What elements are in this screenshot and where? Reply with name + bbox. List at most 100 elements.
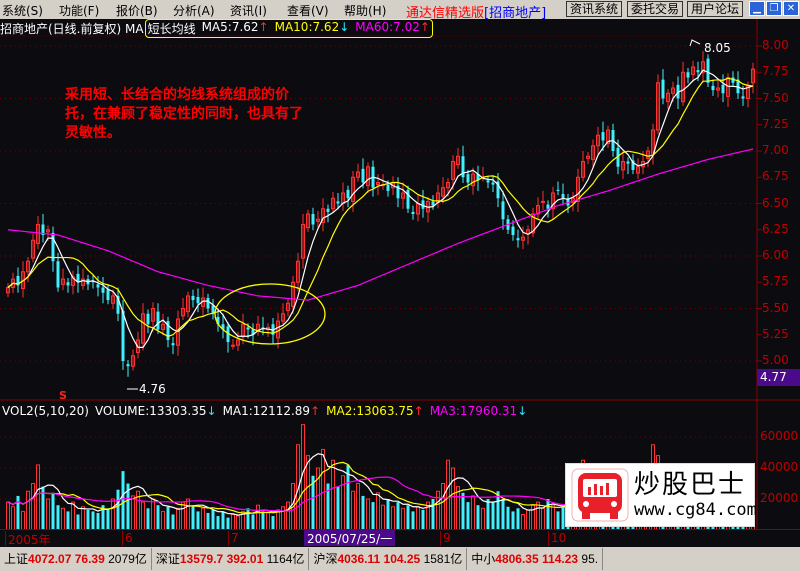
- candle: [666, 92, 670, 103]
- candle: [106, 289, 110, 301]
- volume-bar: [501, 499, 505, 530]
- candle: [291, 281, 295, 307]
- volume-bar: [431, 499, 435, 530]
- candle: [646, 150, 650, 159]
- volume-bar: [156, 505, 160, 530]
- candle: [401, 192, 405, 199]
- menu-function[interactable]: 功能(F): [59, 4, 100, 18]
- index-hushen[interactable]: 沪深4036.11 104.25 1581亿: [309, 548, 468, 570]
- candle: [141, 313, 145, 344]
- indicator-box[interactable]: 短长均线 MA5:7.62↑ MA10:7.62↓ MA60:7.02↑: [144, 18, 433, 38]
- date-label: 2005年: [5, 531, 51, 547]
- candle: [631, 160, 635, 170]
- candle: [216, 316, 220, 325]
- candle: [116, 295, 120, 314]
- index-smallcap[interactable]: 中小4806.35 114.23 95.: [467, 548, 604, 570]
- candle: [396, 185, 400, 199]
- candle: [581, 161, 585, 178]
- volume-bar: [466, 502, 470, 530]
- last-price-label: 4.77: [757, 369, 800, 386]
- candle: [561, 194, 565, 199]
- candle: [296, 260, 300, 283]
- candle: [76, 273, 80, 283]
- candle: [321, 208, 325, 223]
- menu-help[interactable]: 帮助(H): [344, 4, 387, 18]
- candle: [546, 204, 550, 209]
- menu-analysis[interactable]: 分析(A): [173, 4, 215, 18]
- volume-bar: [206, 512, 210, 530]
- candle: [741, 96, 745, 99]
- candle: [511, 226, 515, 235]
- app-name: 通达信精选版: [406, 6, 485, 21]
- candle: [721, 84, 725, 94]
- candle: [441, 187, 445, 197]
- volume-bar: [406, 505, 410, 530]
- candle: [421, 200, 425, 209]
- volume-bar: [361, 495, 365, 530]
- candle: [221, 324, 225, 330]
- volume-tick-label: 40000: [760, 460, 799, 474]
- candle: [211, 305, 215, 314]
- candle: [316, 218, 320, 222]
- candle: [361, 168, 365, 183]
- close-icon[interactable]: ✕: [783, 1, 799, 16]
- vol-indicator-name: VOL2(5,10,20): [2, 404, 89, 418]
- volume-bar: [56, 505, 60, 530]
- candle: [301, 224, 305, 259]
- restore-icon[interactable]: ❐: [766, 1, 782, 16]
- candle: [281, 313, 285, 322]
- candle: [306, 213, 310, 229]
- index-shenzhen[interactable]: 深证13579.7 392.01 1164亿: [152, 548, 310, 570]
- menu-info[interactable]: 资讯(I): [230, 4, 267, 18]
- volume-bar: [146, 508, 150, 530]
- candle: [541, 200, 545, 203]
- candle: [236, 339, 240, 346]
- selected-date: 2005/07/25/一: [304, 530, 396, 546]
- menu-system[interactable]: 系统(S): [2, 4, 43, 18]
- volume-bar: [76, 514, 80, 530]
- volume-value: VOLUME:13303.35: [94, 404, 207, 418]
- volume-bar: [66, 511, 70, 530]
- candle: [246, 327, 250, 330]
- candle: [576, 176, 580, 202]
- down-arrow-icon: ↓: [517, 404, 528, 418]
- candle: [701, 61, 705, 73]
- index-shanghai[interactable]: 上证4072.07 76.39 2079亿: [0, 548, 152, 570]
- trade-button[interactable]: 委托交易: [627, 1, 684, 17]
- brand-name: 炒股巴士: [634, 470, 747, 500]
- candle: [181, 308, 185, 317]
- volume-bar: [16, 495, 20, 530]
- forum-button[interactable]: 用户论坛: [687, 1, 744, 17]
- price-tick-label: 8.00: [762, 38, 789, 52]
- minimize-icon[interactable]: ▁: [749, 1, 765, 16]
- candle: [131, 355, 135, 367]
- candle: [171, 343, 175, 346]
- date-axis: 2005年 6 7 2005/07/25/一 9 10: [0, 529, 800, 547]
- candle: [251, 329, 255, 335]
- candle: [161, 323, 165, 330]
- app-title: 通达信精选版[招商地产]: [406, 2, 546, 21]
- volume-bar: [346, 464, 350, 530]
- candle: [286, 302, 290, 312]
- menu-view[interactable]: 查看(V): [287, 4, 329, 18]
- candle: [491, 182, 495, 185]
- ma10-value: MA10:7.62: [274, 19, 340, 34]
- bus-icon: [571, 468, 629, 522]
- legend-stock: 招商地产(日线.前复权) MA: [0, 21, 144, 36]
- candle: [476, 174, 480, 181]
- info-system-button[interactable]: 资讯系统: [566, 1, 623, 17]
- volume-bar: [246, 508, 250, 530]
- menu-quote[interactable]: 报价(B): [116, 4, 158, 18]
- candle: [41, 224, 45, 235]
- volume-bar: [261, 511, 265, 530]
- candle: [256, 323, 260, 333]
- candle: [711, 85, 715, 91]
- candle: [331, 197, 335, 210]
- candle: [531, 213, 535, 234]
- volume-bar: [41, 486, 45, 530]
- candle: [521, 236, 525, 241]
- volume-bar: [386, 499, 390, 530]
- volume-bar: [371, 502, 375, 530]
- price-tick-label: 7.25: [762, 116, 789, 131]
